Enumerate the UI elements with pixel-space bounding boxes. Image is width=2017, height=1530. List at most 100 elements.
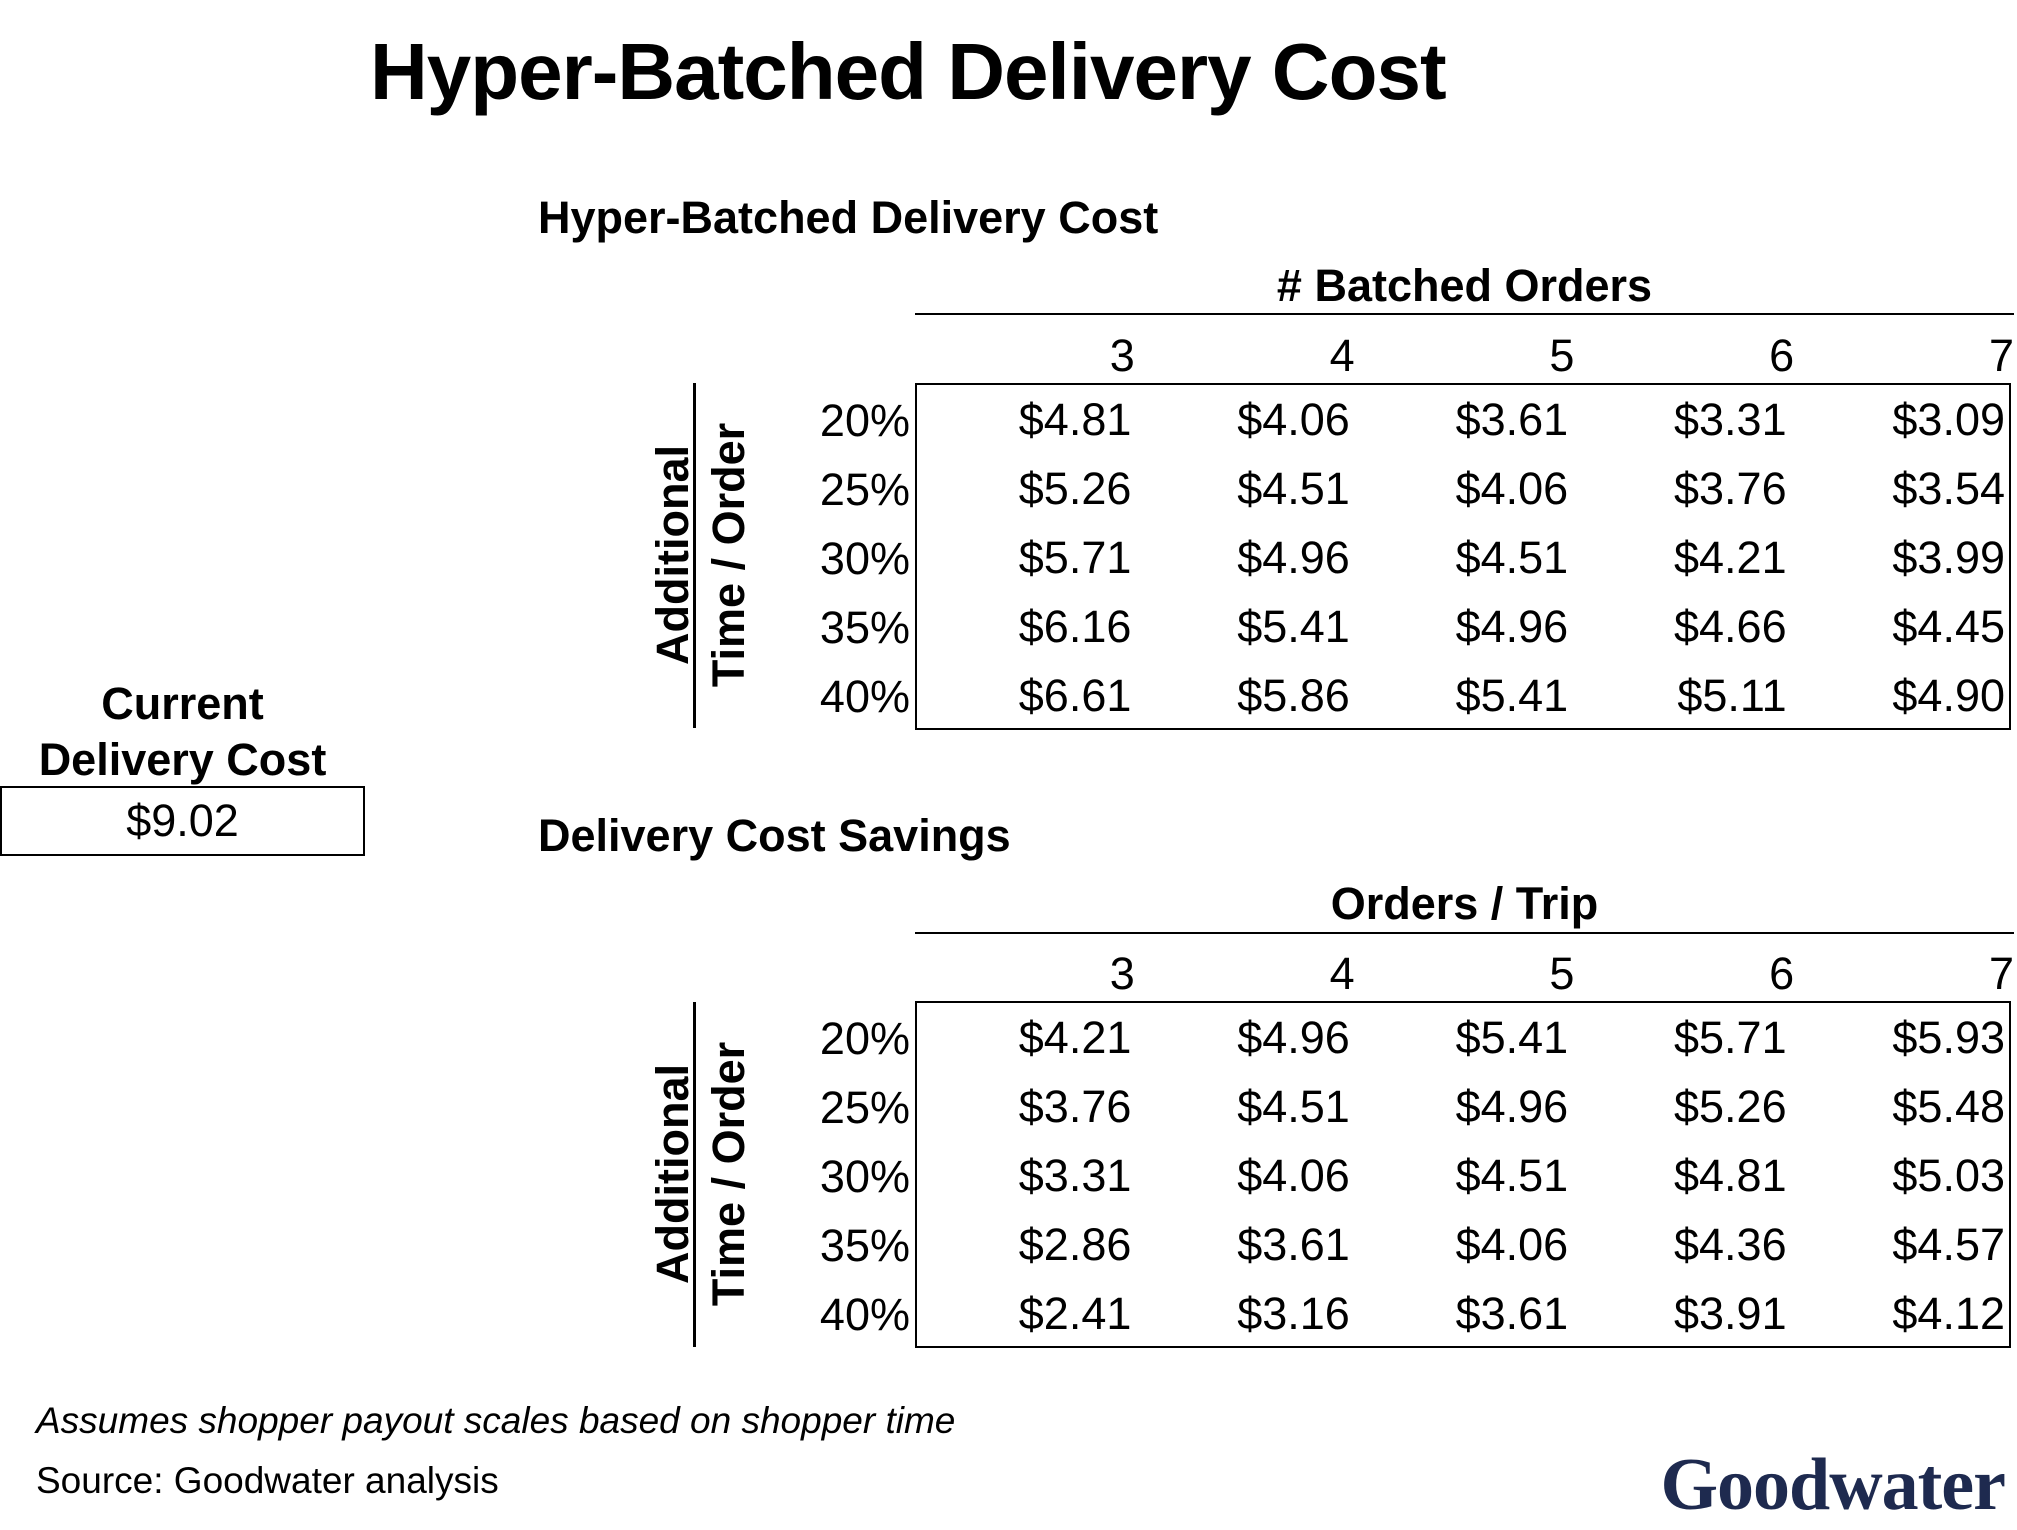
table-cell: $4.96	[1455, 1081, 1569, 1132]
col-header: 4	[1329, 330, 1355, 381]
table-cell: $4.96	[1455, 601, 1569, 652]
col-header: 6	[1769, 948, 1795, 999]
table-cell: $4.06	[1455, 1219, 1569, 1270]
row-header: 35%	[819, 602, 910, 653]
table-2-row-group-title: Additional Time / Order	[645, 1014, 775, 1334]
table-cell: $3.61	[1455, 1288, 1569, 1339]
table-cell: $4.36	[1674, 1219, 1787, 1270]
table-cell: $2.86	[1018, 1219, 1132, 1270]
table-cell: $5.93	[1892, 1012, 2006, 1063]
table-cell: $5.11	[1677, 670, 1787, 721]
table-cell: $6.16	[1018, 601, 1132, 652]
table-cell: $4.45	[1892, 601, 2006, 652]
table-cell: $5.71	[1018, 532, 1132, 583]
table-row: $3.31 $4.06 $4.51 $4.81 $5.03	[917, 1141, 2009, 1210]
table-cell: $3.99	[1892, 532, 2006, 583]
col-header: 7	[1988, 330, 2014, 381]
table-cell: $3.76	[1674, 463, 1787, 514]
row-header: 40%	[819, 1289, 910, 1340]
row-header: 30%	[819, 1151, 910, 1202]
table-row: $5.71 $4.96 $4.51 $4.21 $3.99	[917, 523, 2009, 592]
table-cell: $4.51	[1455, 1150, 1569, 1201]
table-cell: $4.81	[1674, 1150, 1787, 1201]
table-1-title: Hyper-Batched Delivery Cost	[538, 192, 1159, 243]
col-header: 5	[1549, 330, 1575, 381]
goodwater-logo: Goodwater	[1660, 1444, 2007, 1526]
table-cell: $3.91	[1674, 1288, 1787, 1339]
table-1-col-group-title: # Batched Orders	[1276, 260, 1653, 311]
table-cell: $4.06	[1455, 463, 1569, 514]
row-header: 25%	[819, 1082, 910, 1133]
table-cell: $4.51	[1237, 1081, 1350, 1132]
table-cell: $5.41	[1455, 1012, 1569, 1063]
current-label-line1: Current	[101, 678, 264, 729]
table-cell: $4.21	[1018, 1012, 1132, 1063]
footnote: Assumes shopper payout scales based on s…	[36, 1400, 956, 1441]
table-cell: $5.41	[1455, 670, 1569, 721]
current-label-line2: Delivery Cost	[38, 734, 327, 785]
table-cell: $5.26	[1018, 463, 1132, 514]
table-1-row-rule	[693, 383, 696, 728]
table-cell: $6.61	[1018, 670, 1132, 721]
table-cell: $4.21	[1674, 532, 1787, 583]
table-cell: $3.09	[1892, 394, 2006, 445]
table-cell: $5.48	[1892, 1081, 2006, 1132]
row-group-title-line2: Time / Order	[703, 1041, 754, 1307]
row-header: 20%	[819, 1013, 910, 1064]
table-1-row-group-title: Additional Time / Order	[645, 395, 775, 715]
table-row: $5.26 $4.51 $4.06 $3.76 $3.54	[917, 454, 2009, 523]
table-cell: $3.16	[1237, 1288, 1350, 1339]
table-cell: $4.06	[1237, 1150, 1350, 1201]
table-cell: $4.12	[1892, 1288, 2006, 1339]
table-2-title: Delivery Cost Savings	[538, 810, 1011, 861]
table-cell: $4.96	[1237, 1012, 1350, 1063]
row-header: 35%	[819, 1220, 910, 1271]
table-cell: $4.81	[1018, 394, 1132, 445]
table-1-col-headers: 3 4 5 6 7	[915, 328, 2014, 384]
col-header: 3	[1109, 330, 1135, 381]
table-1-row-headers: 20% 25% 30% 35% 40%	[780, 386, 910, 731]
table-cell: $3.76	[1018, 1081, 1132, 1132]
table-2-row-rule	[693, 1002, 696, 1347]
table-cell: $3.31	[1674, 394, 1787, 445]
table-cell: $3.31	[1018, 1150, 1132, 1201]
table-cell: $5.86	[1237, 670, 1350, 721]
table-cell: $4.90	[1892, 670, 2006, 721]
table-cell: $3.61	[1455, 394, 1569, 445]
table-row: $4.21 $4.96 $5.41 $5.71 $5.93	[917, 1003, 2009, 1072]
row-header: 20%	[819, 395, 910, 446]
current-delivery-cost-value: $9.02	[0, 786, 365, 856]
current-delivery-cost-label: Current Delivery Cost	[0, 676, 365, 788]
table-row: $6.61 $5.86 $5.41 $5.11 $4.90	[917, 661, 2009, 730]
table-2-grid: $4.21 $4.96 $5.41 $5.71 $5.93 $3.76 $4.5…	[915, 1001, 2011, 1348]
table-row: $3.76 $4.51 $4.96 $5.26 $5.48	[917, 1072, 2009, 1141]
table-2-row-headers: 20% 25% 30% 35% 40%	[780, 1004, 910, 1349]
table-cell: $4.06	[1237, 394, 1350, 445]
col-header: 3	[1109, 948, 1135, 999]
table-cell: $3.61	[1237, 1219, 1350, 1270]
table-cell: $5.03	[1892, 1150, 2006, 1201]
table-cell: $3.54	[1892, 463, 2006, 514]
table-cell: $5.41	[1237, 601, 1350, 652]
table-row: $4.81 $4.06 $3.61 $3.31 $3.09	[917, 385, 2009, 454]
table-1-header-rule	[915, 313, 2014, 315]
col-header: 7	[1988, 948, 2014, 999]
table-row: $2.41 $3.16 $3.61 $3.91 $4.12	[917, 1279, 2009, 1348]
row-header: 30%	[819, 533, 910, 584]
table-cell: $4.51	[1237, 463, 1350, 514]
table-cell: $4.51	[1455, 532, 1569, 583]
col-header: 5	[1549, 948, 1575, 999]
table-row: $2.86 $3.61 $4.06 $4.36 $4.57	[917, 1210, 2009, 1279]
col-header: 6	[1769, 330, 1795, 381]
source-note: Source: Goodwater analysis	[36, 1460, 499, 1501]
page-title: Hyper-Batched Delivery Cost	[370, 27, 1447, 116]
table-row: $6.16 $5.41 $4.96 $4.66 $4.45	[917, 592, 2009, 661]
table-1-grid: $4.81 $4.06 $3.61 $3.31 $3.09 $5.26 $4.5…	[915, 383, 2011, 730]
row-header: 40%	[819, 671, 910, 722]
table-cell: $4.66	[1674, 601, 1787, 652]
row-header: 25%	[819, 464, 910, 515]
table-cell: $4.96	[1237, 532, 1350, 583]
row-group-title-line2: Time / Order	[703, 422, 754, 688]
table-2-col-headers: 3 4 5 6 7	[915, 946, 2014, 1002]
table-2-header-rule	[915, 932, 2014, 934]
